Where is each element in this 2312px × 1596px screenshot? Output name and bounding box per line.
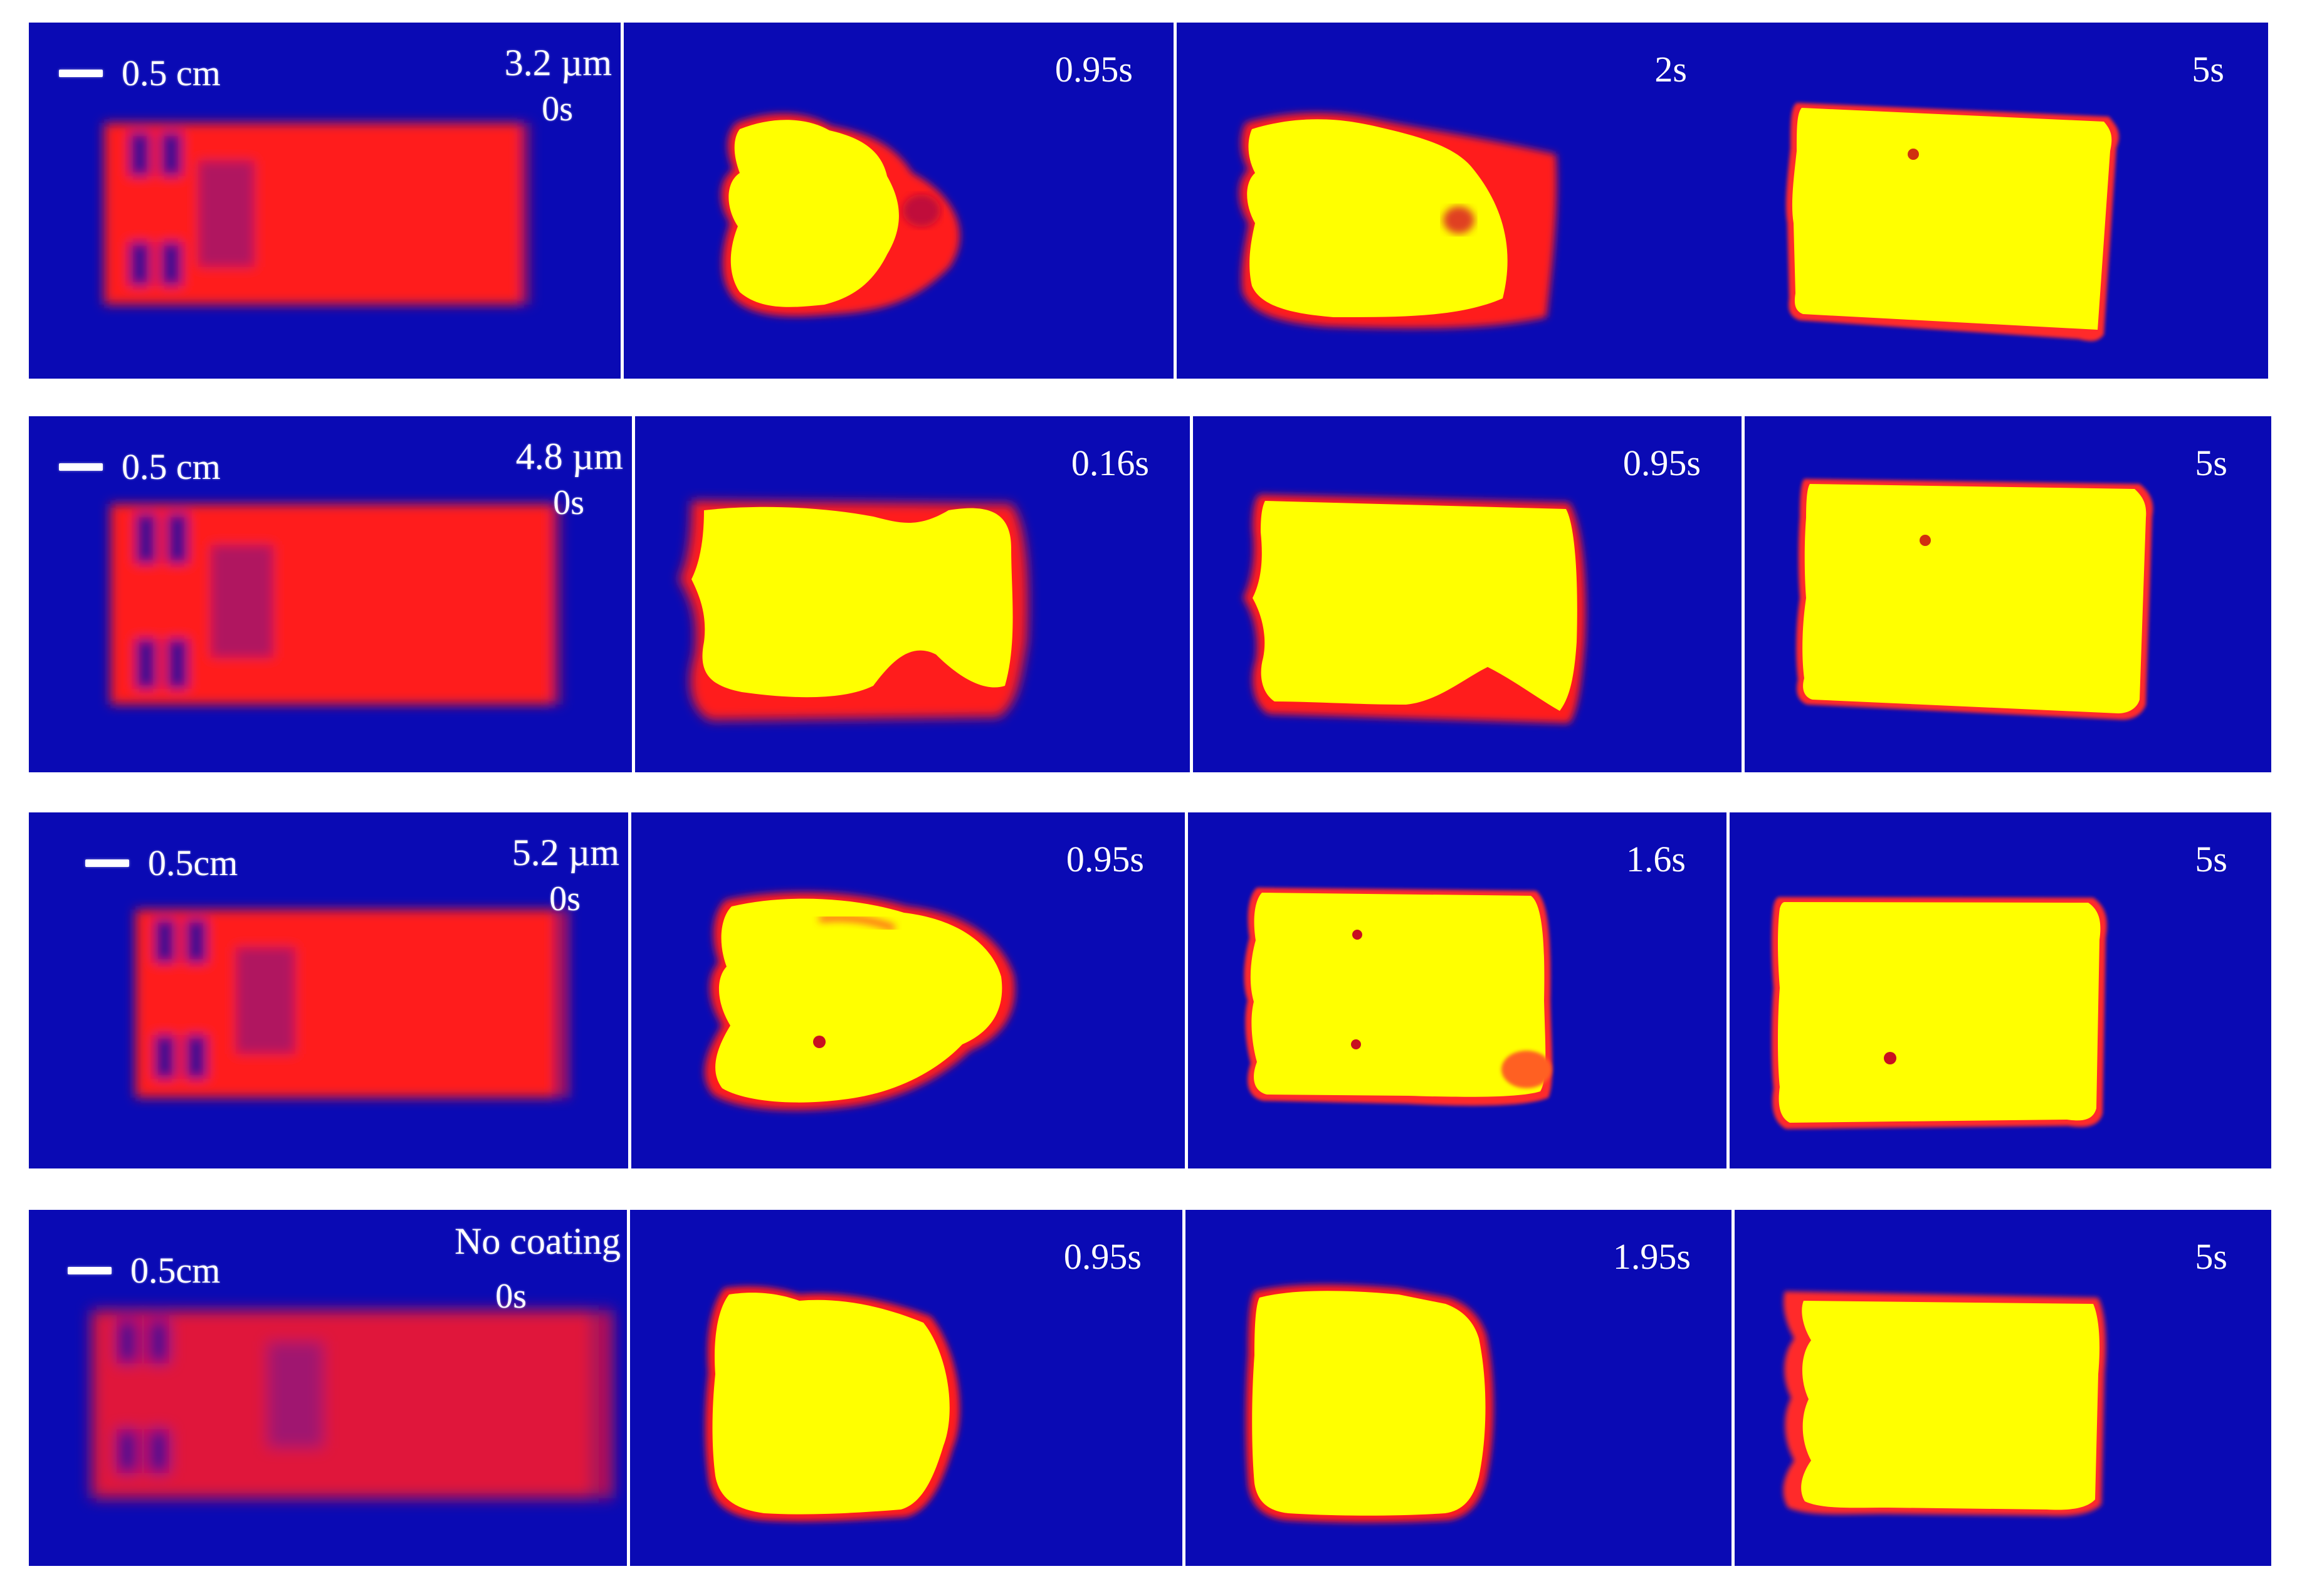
frame-time-label: 5s <box>2192 49 2224 90</box>
row-4-8um: 0.5 cm 4.8 µm 0s 0.16s 0.95s <box>29 416 2271 772</box>
frame-time-label: 5s <box>2195 1236 2227 1277</box>
coating-thickness-label: 4.8 µm <box>515 436 623 477</box>
initial-time-label: 0s <box>553 483 584 522</box>
panel-initial: 0.5 cm 4.8 µm 0s <box>29 416 632 772</box>
scale-bar <box>59 463 103 471</box>
blob-2-4 <box>1796 479 2153 720</box>
scale-bar-label: 0.5 cm <box>122 53 221 93</box>
panel-initial: 0.5cm No coating 0s <box>29 1210 627 1566</box>
panel-frame-4: 5s <box>1742 416 2271 772</box>
blob-1-4 <box>1785 103 2120 342</box>
panel-frame-3: 0.95s <box>1190 416 1745 772</box>
blob-2-3 <box>1243 495 1586 723</box>
frame-time-label: 5s <box>2195 443 2227 483</box>
blob-3-3 <box>1244 888 1553 1106</box>
initial-time-label: 0s <box>495 1277 527 1316</box>
blob-1-2 <box>721 113 960 317</box>
panel-frame-3: 2s <box>1174 23 1731 379</box>
blob-3-4 <box>1772 897 2107 1129</box>
device-thermal-image <box>110 504 562 705</box>
scale-bar <box>59 70 103 77</box>
frame-time-label: 0.95s <box>1066 839 1144 879</box>
panel-frame-2: 0.16s <box>632 416 1193 772</box>
frame-time-label: 0.95s <box>1063 1236 1142 1277</box>
panel-initial: 0.5 cm 3.2 µm 0s <box>29 23 621 379</box>
scale-bar-label: 0.5 cm <box>122 446 221 487</box>
scale-bar <box>68 1267 112 1274</box>
initial-time-label: 0s <box>549 879 581 918</box>
scale-bar <box>85 859 129 867</box>
scale-bar-group: 0.5cm <box>85 845 238 881</box>
coating-thickness-label: 3.2 µm <box>504 42 612 83</box>
panel-frame-2: 0.95s <box>621 23 1177 379</box>
panel-frame-4: 5s <box>1731 1210 2271 1566</box>
panel-initial: 0.5cm 5.2 µm 0s <box>29 812 628 1168</box>
row-5-2um: 0.5cm 5.2 µm 0s 0.95s <box>29 812 2271 1168</box>
scale-bar-label: 0.5cm <box>130 1250 221 1291</box>
frame-time-label: 0.16s <box>1071 443 1149 483</box>
panel-frame-2: 0.95s <box>628 812 1188 1168</box>
row-3-2um: 0.5 cm 3.2 µm 0s 0.95s 2s <box>29 23 2268 379</box>
blob-1-3 <box>1239 113 1557 328</box>
panel-frame-4: 5s <box>1728 23 2268 379</box>
blob-2-2 <box>679 501 1028 720</box>
row-no-coating: 0.5cm No coating 0s 0.95s 1.95s <box>29 1210 2271 1566</box>
device-thermal-image <box>92 1310 612 1498</box>
blob-4-4 <box>1783 1291 2106 1516</box>
blob-4-3 <box>1246 1284 1494 1523</box>
coating-thickness-label: No coating <box>455 1221 621 1262</box>
blob-4-2 <box>705 1286 960 1522</box>
frame-time-label: 5s <box>2195 839 2227 879</box>
device-thermal-image <box>104 123 530 305</box>
panel-frame-4: 5s <box>1726 812 2271 1168</box>
panel-frame-3: 1.6s <box>1185 812 1730 1168</box>
panel-frame-3: 1.95s <box>1182 1210 1735 1566</box>
scale-bar-group: 0.5cm <box>68 1252 220 1289</box>
panel-frame-2: 0.95s <box>627 1210 1185 1566</box>
blob-3-2 <box>705 892 1015 1110</box>
scale-bar-label: 0.5cm <box>148 843 238 883</box>
frame-time-label: 0.95s <box>1622 443 1701 483</box>
frame-time-label: 1.95s <box>1612 1236 1691 1277</box>
frame-time-label: 2s <box>1654 49 1687 90</box>
frame-time-label: 0.95s <box>1054 49 1133 90</box>
initial-time-label: 0s <box>542 90 573 129</box>
coating-thickness-label: 5.2 µm <box>512 832 619 873</box>
device-thermal-image <box>135 910 568 1098</box>
scale-bar-group: 0.5 cm <box>59 55 221 92</box>
frame-time-label: 1.6s <box>1626 839 1686 879</box>
scale-bar-group: 0.5 cm <box>59 449 221 485</box>
